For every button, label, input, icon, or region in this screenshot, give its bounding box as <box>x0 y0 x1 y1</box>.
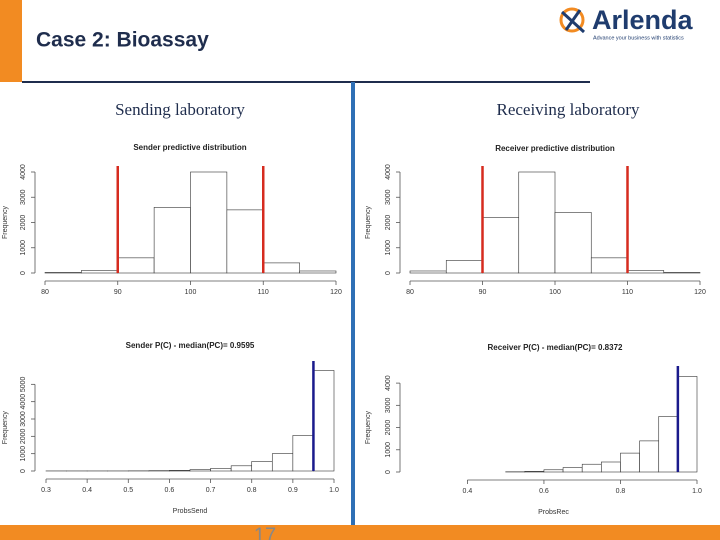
y-tick-label: 2000 <box>385 215 392 231</box>
y-tick-label: 3000 <box>385 189 392 205</box>
x-tick-label: 0.7 <box>206 487 216 494</box>
histogram-bar <box>627 270 665 274</box>
y-tick-label: 4000 <box>385 375 392 391</box>
x-tick-label: 90 <box>114 289 122 296</box>
histogram-bar <box>445 260 483 274</box>
y-tick-label: 3000 <box>20 411 27 427</box>
y-tick-label: 4000 <box>20 164 27 180</box>
histogram-bar <box>590 257 628 274</box>
y-axis-label: Frequency <box>2 205 9 239</box>
logo: Arlenda Advance your business with stati… <box>559 5 694 41</box>
chart-title: Sender P(C) - median(PC)= 0.9595 <box>126 341 255 350</box>
histogram-bar <box>620 452 640 473</box>
histogram-bar <box>169 470 191 472</box>
column-header: Receiving laboratory <box>496 100 640 119</box>
histogram-bar <box>299 270 337 274</box>
x-tick-label: 110 <box>622 289 633 296</box>
x-tick-label: 0.4 <box>463 488 473 495</box>
y-tick-label: 2000 <box>20 215 27 231</box>
x-tick-label: 120 <box>330 289 342 296</box>
y-tick-label: 3000 <box>20 189 27 205</box>
histogram-bar <box>210 468 232 472</box>
histogram-bar <box>658 416 679 473</box>
logo-mark <box>560 9 586 34</box>
x-tick-label: 1.0 <box>692 488 702 495</box>
x-tick-label: 0.8 <box>616 488 626 495</box>
x-tick-label: 100 <box>549 289 561 296</box>
slide-title: Case 2: Bioassay <box>36 29 209 52</box>
x-tick-label: 1.0 <box>329 487 339 494</box>
histogram-bar <box>44 272 82 274</box>
histogram-bar <box>482 217 520 274</box>
chart-title: Sender predictive distribution <box>133 143 246 152</box>
x-tick-label: 80 <box>406 289 414 296</box>
x-tick-label: 0.6 <box>539 488 549 495</box>
y-tick-label: 0 <box>20 469 27 473</box>
histogram-bar <box>292 435 314 472</box>
x-tick-label: 0.4 <box>82 487 92 494</box>
y-tick-label: 1000 <box>20 446 27 462</box>
x-tick-label: 0.5 <box>123 487 133 494</box>
x-tick-label: 100 <box>185 289 197 296</box>
x-tick-label: 120 <box>694 289 706 296</box>
histogram-bar <box>230 465 253 472</box>
y-tick-label: 3000 <box>385 397 392 413</box>
y-tick-label: 2000 <box>385 420 392 436</box>
header-accent <box>0 0 22 82</box>
x-axis-label: ProbsRec <box>538 509 569 516</box>
x-tick-label: 0.6 <box>165 487 175 494</box>
histogram-bar <box>271 453 294 472</box>
column-header: Sending laboratory <box>115 100 245 119</box>
chart-title: Receiver predictive distribution <box>495 144 615 153</box>
y-tick-label: 0 <box>385 271 392 275</box>
histogram-bar <box>409 270 447 274</box>
histogram-bar <box>562 467 583 473</box>
histogram-bar <box>639 440 660 473</box>
x-tick-label: 110 <box>258 289 269 296</box>
x-tick-label: 90 <box>479 289 487 296</box>
y-axis-label: Frequency <box>2 411 9 445</box>
y-tick-label: 4000 <box>20 394 27 410</box>
logo-ring <box>559 7 585 33</box>
chart-title: Receiver P(C) - median(PC)= 0.8372 <box>488 343 623 352</box>
x-tick-label: 0.9 <box>288 487 298 494</box>
x-tick-label: 80 <box>41 289 49 296</box>
histogram-bar <box>81 270 119 274</box>
histogram-bar <box>251 461 273 472</box>
histogram-bar <box>153 207 191 274</box>
y-tick-label: 5000 <box>20 376 27 392</box>
x-tick-label: 0.8 <box>247 487 257 494</box>
histogram-bar <box>117 257 155 274</box>
histogram-bar <box>554 212 592 274</box>
histogram-bar <box>189 469 211 472</box>
logo-text: Arlenda <box>592 5 694 35</box>
y-tick-label: 1000 <box>385 442 392 458</box>
histogram-bar <box>524 471 545 473</box>
y-tick-label: 0 <box>385 470 392 474</box>
histogram-bar <box>663 272 701 274</box>
page-number: 17 <box>254 524 276 540</box>
histogram-bar <box>677 376 698 473</box>
histogram-bar <box>518 171 556 274</box>
y-axis-label: Frequency <box>365 205 372 239</box>
histogram-bar <box>581 463 602 473</box>
y-axis-label: Frequency <box>365 411 372 445</box>
histogram-bar <box>601 461 621 473</box>
x-tick-label: 0.3 <box>41 487 51 494</box>
logo-tagline: Advance your business with statistics <box>593 35 684 41</box>
y-tick-label: 2000 <box>20 428 27 444</box>
histogram-bar <box>226 209 264 274</box>
y-tick-label: 1000 <box>20 240 27 256</box>
y-tick-label: 4000 <box>385 164 392 180</box>
histogram-bar <box>543 469 564 473</box>
y-tick-label: 0 <box>20 271 27 275</box>
histogram-bar <box>190 171 228 274</box>
histogram-bar <box>262 262 300 274</box>
footer-bar <box>0 525 720 540</box>
histogram-bar <box>313 370 335 472</box>
y-tick-label: 1000 <box>385 240 392 256</box>
x-axis-label: ProbsSend <box>173 508 208 515</box>
